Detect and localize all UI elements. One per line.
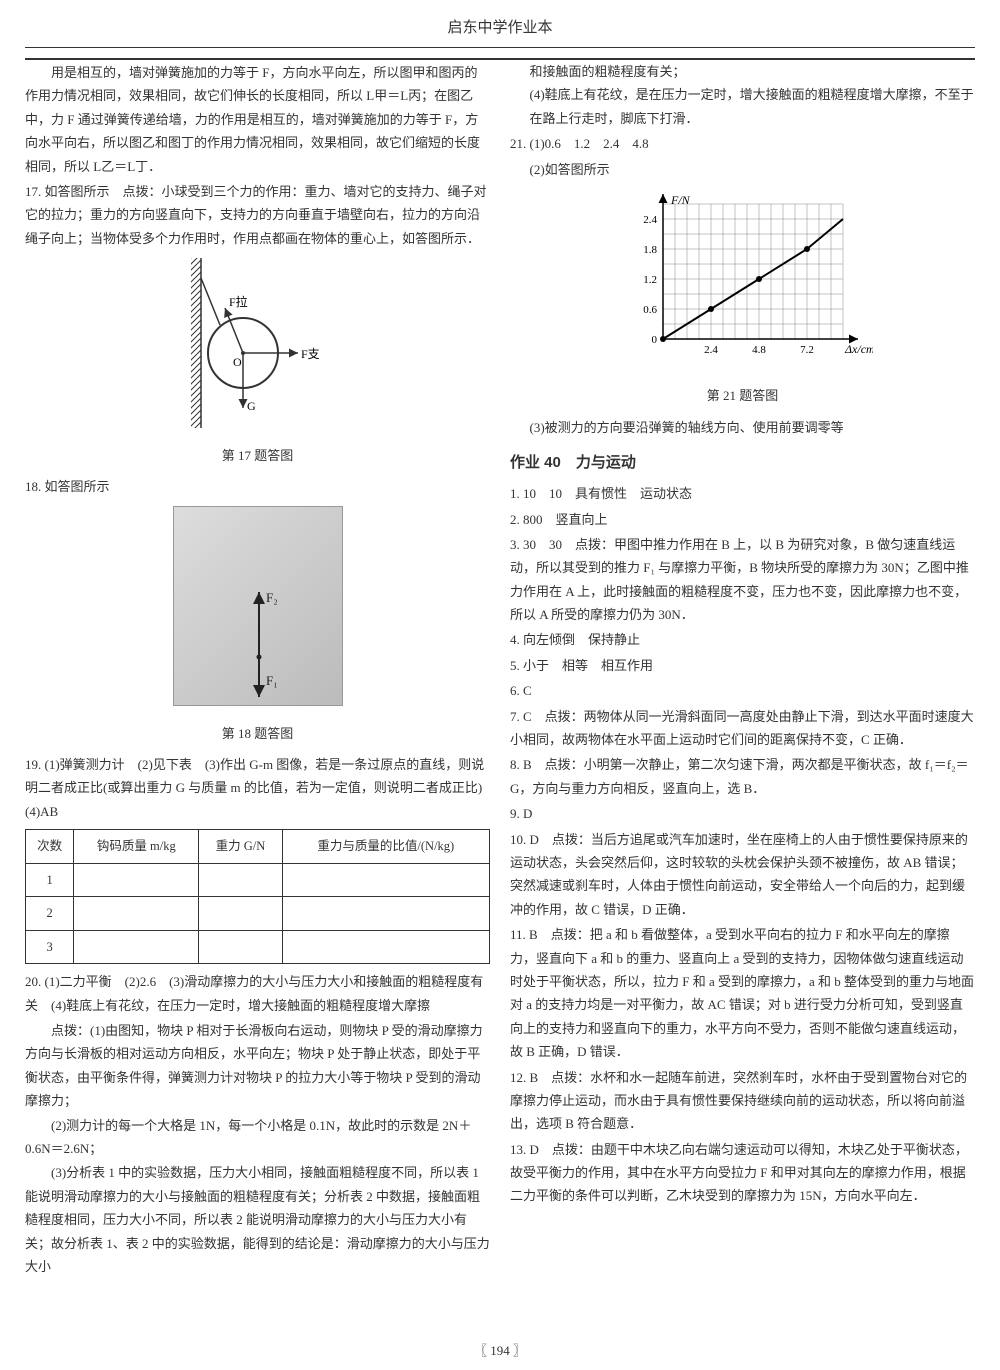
q13: 13. D 点拨：由题干中木块乙向右端匀速运动可以得知，木块乙处于平衡状态，故受… [510, 1138, 975, 1208]
q19-table: 次数 钩码质量 m/kg 重力 G/N 重力与质量的比值/(N/kg) 1 2 [25, 829, 490, 964]
fig18: F₂ F₁ [25, 506, 490, 713]
fig18-caption: 第 18 题答图 [25, 722, 490, 745]
fig18-F1: F₁ [266, 673, 278, 688]
fig17-F2: F支 [301, 347, 320, 361]
q2: 2. 800 竖直向上 [510, 508, 975, 531]
table-row: 1 [26, 863, 490, 897]
page-number: 194 [474, 1339, 526, 1362]
fig21-caption: 第 21 题答图 [510, 384, 975, 407]
q21-1: 21. (1)0.6 1.2 2.4 4.8 [510, 132, 975, 155]
svg-text:2.4: 2.4 [704, 344, 718, 356]
q21-3: (3)被测力的方向要沿弹簧的轴线方向、使用前要调零等 [510, 416, 975, 439]
q20-hint3: (3)分析表 1 中的实验数据，压力大小相同，接触面粗糙程度不同，所以表 1 能… [25, 1161, 490, 1278]
q17: 17. 如答图所示 点拨：小球受到三个力的作用：重力、墙对它的支持力、绳子对它的… [25, 180, 490, 250]
svg-text:7.2: 7.2 [800, 344, 814, 356]
page-header: 启东中学作业本 [25, 15, 975, 48]
th-4: 重力与质量的比值/(N/kg) [282, 830, 489, 864]
table-row: 3 [26, 930, 490, 964]
svg-text:Δx/cm: Δx/cm [844, 342, 873, 356]
q20-1: 20. (1)二力平衡 (2)2.6 (3)滑动摩擦力的大小与压力大小和接触面的… [25, 970, 490, 1017]
cont2: (4)鞋底上有花纹，是在压力一定时，增大接触面的粗糙程度增大摩擦，不至于在路上行… [510, 83, 975, 130]
fig18-F2: F₂ [266, 590, 278, 605]
fig17: O F拉 F支 G [25, 258, 490, 435]
chart-21: 0 0.6 1.2 1.8 2.4 2.4 4.8 7.2 F/N Δx/cm [510, 189, 975, 376]
q11: 11. B 点拨：把 a 和 b 看做整体，a 受到水平向右的拉力 F 和水平向… [510, 923, 975, 1063]
q4: 4. 向左倾倒 保持静止 [510, 628, 975, 651]
q10: 10. D 点拨：当后方追尾或汽车加速时，坐在座椅上的人由于惯性要保持原来的运动… [510, 828, 975, 922]
left-column: 用是相互的，墙对弹簧施加的力等于 F，方向水平向左，所以图甲和图丙的作用力情况相… [25, 60, 490, 1279]
fig17-caption: 第 17 题答图 [25, 444, 490, 467]
q9: 9. D [510, 802, 975, 825]
th-1: 次数 [26, 830, 74, 864]
svg-text:F/N: F/N [670, 193, 691, 207]
fig17-O: O [233, 355, 242, 369]
q19: 19. (1)弹簧测力计 (2)见下表 (3)作出 G-m 图像，若是一条过原点… [25, 753, 490, 823]
q1: 1. 10 10 具有惯性 运动状态 [510, 482, 975, 505]
right-column: 和接触面的粗糙程度有关； (4)鞋底上有花纹，是在压力一定时，增大接触面的粗糙程… [510, 60, 975, 1279]
svg-text:1.2: 1.2 [643, 274, 657, 286]
para-16-cont: 用是相互的，墙对弹簧施加的力等于 F，方向水平向左，所以图甲和图丙的作用力情况相… [25, 61, 490, 178]
q12: 12. B 点拨：水杯和水一起随车前进，突然刹车时，水杯由于受到置物台对它的摩擦… [510, 1066, 975, 1136]
q18: 18. 如答图所示 [25, 475, 490, 498]
svg-text:1.8: 1.8 [643, 244, 657, 256]
cont1: 和接触面的粗糙程度有关； [510, 60, 975, 83]
q8: 8. B 点拨：小明第一次静止，第二次匀速下滑，两次都是平衡状态，故 f₁＝f₂… [510, 753, 975, 800]
svg-text:4.8: 4.8 [752, 344, 766, 356]
table-row: 2 [26, 897, 490, 931]
fig17-G: G [247, 399, 256, 413]
section-title: 作业 40 力与运动 [510, 449, 975, 477]
q5: 5. 小于 相等 相互作用 [510, 654, 975, 677]
th-2: 钩码质量 m/kg [74, 830, 199, 864]
th-3: 重力 G/N [199, 830, 282, 864]
section-no: 作业 40 [510, 454, 561, 471]
q7: 7. C 点拨：两物体从同一光滑斜面同一高度处由静止下滑，到达水平面时速度大小相… [510, 705, 975, 752]
svg-text:0.6: 0.6 [643, 304, 657, 316]
q6: 6. C [510, 679, 975, 702]
svg-text:0: 0 [651, 334, 657, 346]
q20-hint2: (2)测力计的每一个大格是 1N，每一个小格是 0.1N，故此时的示数是 2N＋… [25, 1114, 490, 1161]
section-txt: 力与运动 [576, 455, 636, 471]
fig17-F1: F拉 [229, 294, 248, 309]
q20-hint1: 点拨：(1)由图知，物块 P 相对于长滑板向右运动，则物块 P 受的滑动摩擦力方… [25, 1019, 490, 1113]
q3: 3. 30 30 点拨：甲图中推力作用在 B 上，以 B 为研究对象，B 做匀速… [510, 533, 975, 627]
q21-2: (2)如答图所示 [510, 158, 975, 181]
svg-text:2.4: 2.4 [643, 214, 657, 226]
